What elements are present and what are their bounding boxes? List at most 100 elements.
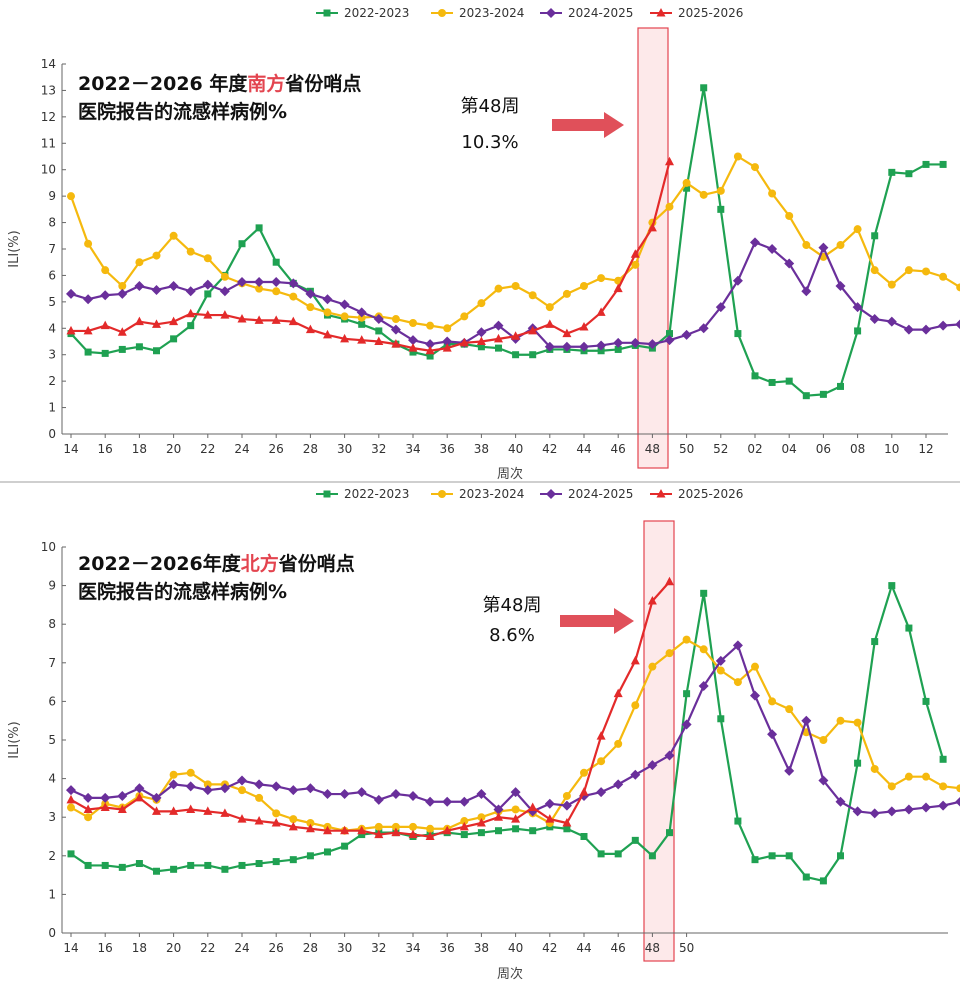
data-point: [699, 645, 708, 654]
data-point: [887, 280, 896, 289]
series-2025-2026: [66, 576, 674, 840]
legend-label: 2024-2025: [568, 6, 633, 20]
x-tick-label: 34: [405, 442, 420, 456]
data-point: [801, 286, 812, 297]
data-point: [835, 281, 846, 291]
data-point: [254, 277, 265, 288]
data-point: [134, 316, 144, 326]
data-point: [220, 310, 230, 319]
data-point: [323, 329, 332, 339]
x-tick-label: 28: [303, 442, 318, 456]
data-point: [733, 152, 742, 161]
data-point: [169, 231, 178, 240]
data-point: [732, 640, 743, 651]
data-point: [477, 343, 485, 351]
data-point: [340, 825, 350, 835]
arrow-shaft: [560, 615, 616, 627]
data-point: [511, 331, 521, 340]
data-point: [921, 324, 931, 335]
y-tick-label: 13: [41, 83, 56, 97]
data-point: [204, 290, 212, 298]
x-tick-label: 50: [679, 442, 694, 456]
data-point: [426, 352, 434, 360]
data-point: [186, 768, 195, 777]
data-point: [613, 337, 624, 348]
data-point: [84, 861, 92, 869]
y-tick-label: 0: [48, 427, 56, 441]
data-point: [562, 289, 571, 298]
legend-marker-icon: [323, 490, 331, 498]
data-point: [288, 316, 298, 326]
data-point: [425, 345, 435, 355]
data-point: [494, 284, 503, 293]
series-2023-2024: [67, 152, 960, 333]
data-point: [613, 283, 623, 293]
data-point: [922, 697, 930, 705]
y-tick-label: 14: [41, 57, 56, 71]
y-axis-title: ILI(%): [7, 721, 22, 758]
data-point: [305, 288, 316, 299]
data-point: [939, 160, 947, 168]
data-point: [168, 281, 179, 291]
legend-label: 2025-2026: [678, 6, 743, 20]
data-point: [305, 783, 316, 794]
x-tick-label: 48: [645, 442, 660, 456]
data-point: [715, 302, 726, 313]
x-tick-label: 24: [234, 941, 249, 955]
data-point: [271, 817, 281, 827]
data-point: [561, 341, 572, 352]
data-point: [597, 757, 606, 766]
data-point: [853, 225, 862, 234]
legend-marker-icon: [438, 9, 446, 17]
data-point: [630, 655, 640, 665]
data-point: [152, 251, 161, 260]
data-point: [134, 783, 145, 794]
data-point: [614, 850, 622, 858]
legend-marker-icon: [656, 489, 666, 498]
data-point: [802, 241, 811, 250]
panel-divider: [0, 481, 960, 483]
y-tick-label: 8: [48, 216, 56, 230]
data-point: [580, 282, 588, 290]
data-point: [202, 785, 213, 796]
data-point: [153, 867, 160, 875]
data-point: [305, 823, 315, 833]
data-point: [665, 156, 674, 166]
data-point: [391, 339, 401, 348]
y-tick-label: 0: [48, 926, 56, 940]
x-tick-label: 26: [269, 442, 284, 456]
data-point: [631, 836, 639, 844]
data-point: [151, 284, 162, 295]
data-point: [647, 339, 658, 350]
data-point: [186, 308, 196, 318]
data-point: [596, 787, 607, 798]
x-tick-label: 52: [713, 442, 728, 456]
data-point: [153, 347, 160, 355]
data-point: [340, 312, 349, 321]
data-point: [681, 719, 692, 730]
data-point: [493, 320, 504, 331]
data-point: [751, 662, 759, 671]
data-point: [716, 186, 725, 195]
north-panel: 2022-2023 2023-2024 2024-2025 2025-2026 0 1 2 3…: [0, 483, 960, 992]
x-tick-label: 06: [816, 442, 831, 456]
y-tick-label: 6: [48, 694, 56, 708]
data-point: [271, 781, 282, 792]
data-point: [785, 377, 793, 385]
data-point: [648, 852, 656, 860]
data-point: [117, 804, 127, 813]
data-point: [596, 731, 606, 740]
data-point: [751, 856, 759, 864]
data-point: [597, 347, 605, 355]
data-point: [886, 316, 897, 327]
data-point: [323, 308, 332, 317]
x-tick-label: 44: [576, 442, 591, 456]
data-point: [528, 291, 537, 300]
legend-marker-icon: [323, 9, 331, 17]
data-point: [597, 850, 605, 858]
data-point: [135, 343, 143, 351]
data-point: [529, 827, 537, 835]
x-tick-label: 34: [405, 941, 420, 955]
data-point: [869, 314, 880, 325]
